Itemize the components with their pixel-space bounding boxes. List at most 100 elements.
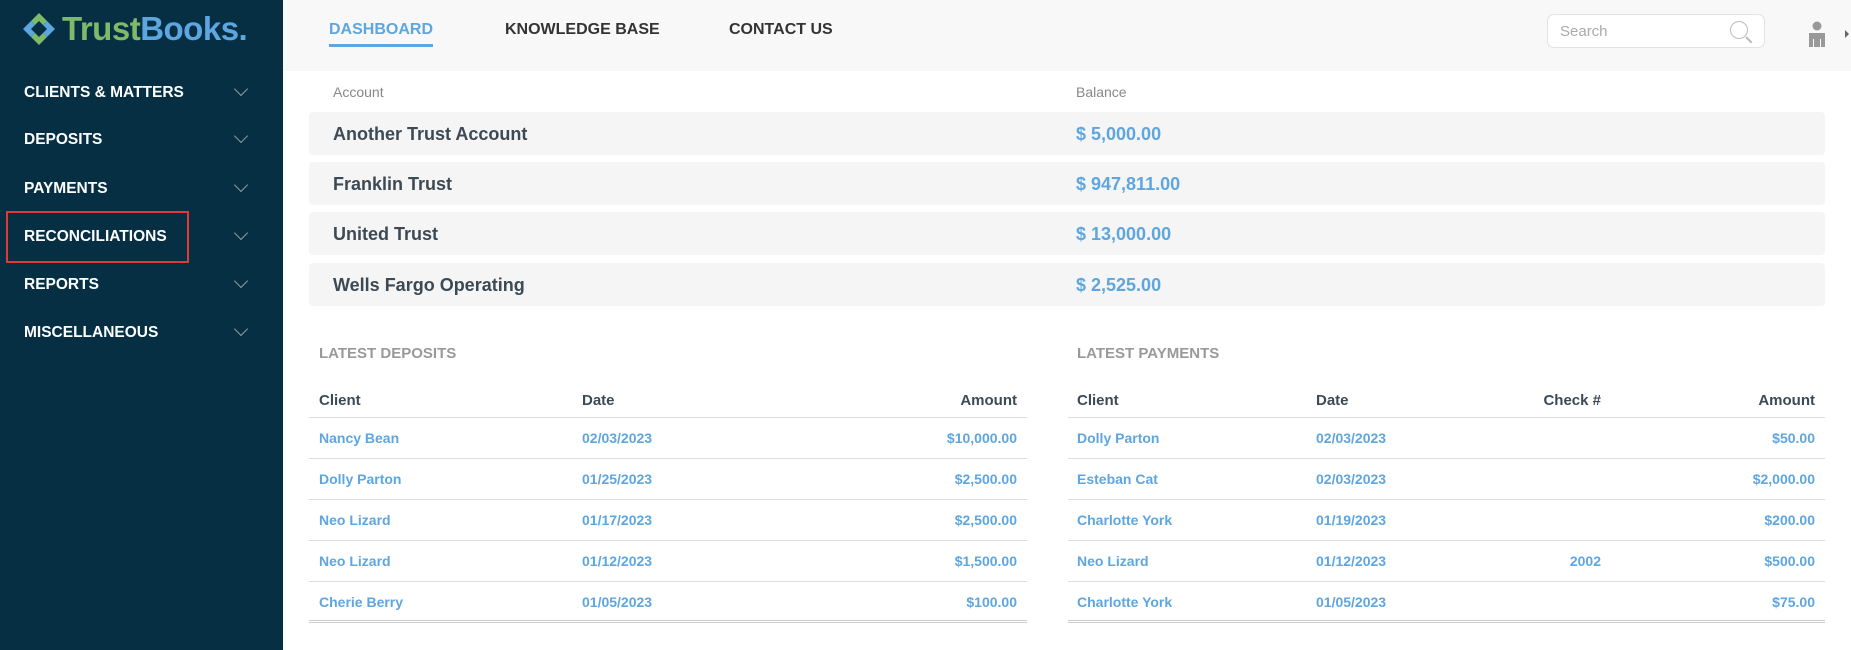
cell-client[interactable]: Charlotte York — [1077, 594, 1173, 610]
search-box[interactable] — [1547, 14, 1765, 48]
account-balance: $ 5,000.00 — [1076, 124, 1162, 144]
account-balance: $ 13,000.00 — [1076, 224, 1172, 244]
cell-date: 02/03/2023 — [1316, 471, 1387, 487]
account-name: Franklin Trust — [333, 174, 453, 194]
cell-amount: $2,500.00 — [954, 471, 1017, 487]
chevron-down-icon — [233, 225, 249, 241]
column-header: Amount — [1758, 392, 1815, 409]
column-header: Date — [1316, 392, 1349, 409]
column-header: Client — [319, 392, 361, 409]
sidebar-item-deposits[interactable]: DEPOSITS — [0, 118, 283, 162]
logo-diamond-icon — [23, 13, 55, 45]
cell-client[interactable]: Charlotte York — [1077, 512, 1173, 528]
payments-table: Client Date Check # Amount Dolly Parton 02/03… — [1068, 380, 1825, 623]
chevron-down-icon — [233, 81, 249, 97]
sidebar-item-clients-matters[interactable]: CLIENTS & MATTERS — [0, 71, 283, 115]
account-row[interactable]: United Trust $ 13,000.00 — [309, 212, 1825, 255]
tab-dashboard[interactable]: DASHBOARD — [329, 21, 433, 47]
latest-deposits-title: LATEST DEPOSITS — [319, 345, 457, 362]
cell-client[interactable]: Neo Lizard — [1077, 553, 1149, 569]
table-header-row: Client Date Check # Amount — [1068, 380, 1825, 418]
cell-date: 01/12/2023 — [582, 553, 653, 569]
logo-text-books: Books — [140, 10, 239, 47]
deposits-table: Client Date Amount Nancy Bean 02/03/2023 $10,… — [309, 380, 1027, 623]
search-input[interactable] — [1548, 15, 1718, 48]
cell-date: 02/03/2023 — [1316, 430, 1387, 446]
cell-amount: $500.00 — [1764, 553, 1815, 569]
cell-client[interactable]: Dolly Parton — [319, 471, 402, 487]
sidebar-item-reconciliations[interactable]: RECONCILIATIONS — [0, 215, 283, 259]
cell-date: 01/05/2023 — [1316, 594, 1387, 610]
chevron-down-icon — [233, 177, 249, 193]
cell-date: 01/12/2023 — [1316, 553, 1387, 569]
sidebar-item-label: DEPOSITS — [24, 131, 103, 148]
table-header-row: Client Date Amount — [309, 380, 1027, 418]
table-row[interactable]: Esteban Cat 02/03/2023 $2,000.00 — [1068, 459, 1825, 500]
table-row[interactable]: Nancy Bean 02/03/2023 $10,000.00 — [309, 418, 1027, 459]
cell-amount: $1,500.00 — [954, 553, 1017, 569]
tab-knowledge-base[interactable]: KNOWLEDGE BASE — [505, 21, 660, 38]
top-header: DASHBOARD KNOWLEDGE BASE CONTACT US — [283, 0, 1851, 71]
user-avatar-icon[interactable] — [1807, 21, 1827, 47]
cell-client[interactable]: Neo Lizard — [319, 553, 391, 569]
chevron-down-icon — [233, 321, 249, 337]
cell-date: 01/25/2023 — [582, 471, 653, 487]
sidebar: TrustBooks. CLIENTS & MATTERS DEPOSITS PAY… — [0, 0, 283, 650]
account-name: United Trust — [333, 224, 439, 244]
chevron-down-icon — [233, 128, 249, 144]
sidebar-item-miscellaneous[interactable]: MISCELLANEOUS — [0, 311, 283, 355]
account-name: Wells Fargo Operating — [333, 275, 525, 295]
account-name: Another Trust Account — [333, 124, 528, 144]
search-icon[interactable] — [1730, 21, 1748, 39]
account-column-header: Account — [333, 84, 384, 100]
cell-amount: $75.00 — [1772, 594, 1815, 610]
sidebar-item-label: REPORTS — [24, 276, 99, 293]
column-header: Date — [582, 392, 615, 409]
sidebar-item-payments[interactable]: PAYMENTS — [0, 167, 283, 211]
account-row[interactable]: Another Trust Account $ 5,000.00 — [309, 112, 1825, 155]
cell-amount: $2,500.00 — [954, 512, 1017, 528]
sidebar-item-label: CLIENTS & MATTERS — [24, 84, 184, 101]
chevron-down-icon — [233, 273, 249, 289]
cell-date: 01/17/2023 — [582, 512, 653, 528]
table-row[interactable]: Dolly Parton 01/25/2023 $2,500.00 — [309, 459, 1027, 500]
sidebar-item-label: PAYMENTS — [24, 180, 108, 197]
cell-date: 01/19/2023 — [1316, 512, 1387, 528]
cell-client[interactable]: Nancy Bean — [319, 430, 400, 446]
cell-amount: $10,000.00 — [946, 430, 1017, 446]
account-row[interactable]: Wells Fargo Operating $ 2,525.00 — [309, 263, 1825, 306]
account-balance: $ 947,811.00 — [1076, 174, 1181, 194]
cell-date: 02/03/2023 — [582, 430, 653, 446]
sidebar-item-label: RECONCILIATIONS — [24, 228, 167, 245]
table-row[interactable]: Neo Lizard 01/12/2023 2002 $500.00 — [1068, 541, 1825, 582]
account-row[interactable]: Franklin Trust $ 947,811.00 — [309, 162, 1825, 205]
cell-client[interactable]: Dolly Parton — [1077, 430, 1160, 446]
cell-amount: $200.00 — [1764, 512, 1815, 528]
cell-amount: $50.00 — [1772, 430, 1815, 446]
cell-amount: $2,000.00 — [1752, 471, 1815, 487]
table-row[interactable]: Neo Lizard 01/17/2023 $2,500.00 — [309, 500, 1027, 541]
cell-client[interactable]: Esteban Cat — [1077, 471, 1158, 487]
tab-contact-us[interactable]: CONTACT US — [729, 21, 833, 38]
logo-text-trust: Trust — [62, 10, 141, 47]
logo-dot: . — [238, 10, 248, 47]
column-header: Amount — [960, 392, 1017, 409]
sidebar-item-label: MISCELLANEOUS — [24, 324, 159, 341]
latest-payments-title: LATEST PAYMENTS — [1077, 345, 1220, 362]
sidebar-item-reports[interactable]: REPORTS — [0, 263, 283, 307]
column-header: Client — [1077, 392, 1119, 409]
balance-column-header: Balance — [1076, 84, 1127, 100]
table-row[interactable]: Charlotte York 01/05/2023 $75.00 — [1068, 582, 1825, 623]
cell-date: 01/05/2023 — [582, 594, 653, 610]
table-row[interactable]: Dolly Parton 02/03/2023 $50.00 — [1068, 418, 1825, 459]
user-menu-caret-icon[interactable] — [1845, 30, 1849, 38]
highlight-box — [6, 211, 189, 263]
column-header: Check # — [1543, 392, 1601, 409]
trustbooks-logo[interactable]: TrustBooks. — [22, 10, 248, 48]
table-row[interactable]: Neo Lizard 01/12/2023 $1,500.00 — [309, 541, 1027, 582]
table-row[interactable]: Cherie Berry 01/05/2023 $100.00 — [309, 582, 1027, 623]
cell-client[interactable]: Cherie Berry — [319, 594, 404, 610]
cell-client[interactable]: Neo Lizard — [319, 512, 391, 528]
table-row[interactable]: Charlotte York 01/19/2023 $200.00 — [1068, 500, 1825, 541]
cell-amount: $100.00 — [966, 594, 1017, 610]
